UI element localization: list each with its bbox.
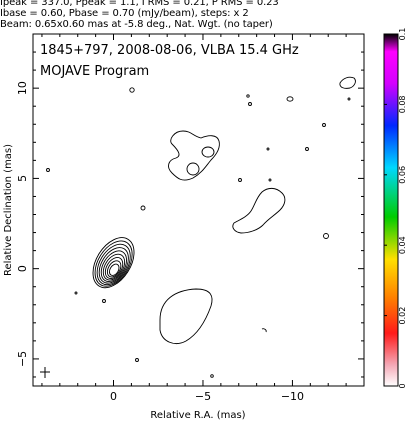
noise-contour xyxy=(210,374,214,378)
knot-far-north-contour xyxy=(339,76,356,89)
x-axis-tick-labels: 0 −5 −10 xyxy=(110,390,304,403)
x-tick-label: 0 xyxy=(110,390,117,403)
noise-contour xyxy=(323,233,329,239)
noise-contour xyxy=(46,168,50,172)
y-tick-label: −5 xyxy=(16,351,29,367)
noise-contour xyxy=(248,102,252,106)
noise-contour xyxy=(305,147,309,151)
colorbar xyxy=(383,33,399,387)
plot-frame xyxy=(32,33,365,387)
header-beam-line: Beam: 0.65x0.60 mas at -5.8 deg., Nat. W… xyxy=(0,19,273,30)
noise-contour xyxy=(140,205,146,211)
core-contours xyxy=(92,237,135,289)
noise-contour xyxy=(322,123,326,127)
core-contour-level xyxy=(104,257,124,279)
noise-contour xyxy=(261,328,267,333)
contour-layer xyxy=(46,76,356,378)
noise-contour xyxy=(238,178,242,182)
noise-contour xyxy=(102,299,106,303)
noise-contour xyxy=(347,97,351,101)
core-contour-level xyxy=(92,237,135,289)
knot-east-contour xyxy=(232,187,286,234)
core-contour-level xyxy=(94,240,133,287)
noise-contour xyxy=(74,291,78,295)
noise-contour xyxy=(246,94,250,98)
header-peak-line: Ipeak = 337.0, Ppeak = 1.1, I RMS = 0.21… xyxy=(0,0,279,8)
colorbar-tick-label: 0.06 xyxy=(398,166,407,184)
beam-marker xyxy=(40,367,50,378)
y-tick-label: 5 xyxy=(16,175,29,182)
y-axis-tick-labels: −5 0 5 10 xyxy=(16,81,29,367)
colorbar-tick-label: 0.04 xyxy=(398,236,407,254)
colorbar-ticks: 0 0.02 0.04 0.06 0.08 0.1 xyxy=(384,28,407,389)
colorbar-tick-label: 0.08 xyxy=(398,95,407,113)
y-axis-ticks xyxy=(33,33,364,378)
x-axis-ticks xyxy=(41,34,365,386)
x-tick-label: −10 xyxy=(281,390,304,403)
x-axis-label: Relative R.A. (mas) xyxy=(150,410,245,421)
colorbar-tick-label: 0 xyxy=(398,383,407,388)
y-axis-label: Relative Declination (mas) xyxy=(3,144,14,276)
header-base-line: Ibase = 0.60, Pbase = 0.70 (mJy/beam), s… xyxy=(0,8,249,19)
noise-contour xyxy=(129,87,135,93)
colorbar-tick-label: 0.1 xyxy=(398,28,407,41)
y-tick-label: 10 xyxy=(16,81,29,95)
noise-contour xyxy=(286,96,294,102)
chart-subtitle: MOJAVE Program xyxy=(40,64,149,79)
core-contour-level xyxy=(96,243,131,286)
knot-north-inner-contour xyxy=(186,162,200,176)
noise-contour xyxy=(266,147,270,151)
core-contour-level xyxy=(108,263,120,276)
core-contour-level xyxy=(102,253,126,281)
y-tick-label: 0 xyxy=(16,265,29,272)
core-contour-level xyxy=(98,247,129,284)
jet-lobe-south-contour xyxy=(159,288,213,344)
colorbar-tick-label: 0.02 xyxy=(398,307,407,325)
x-tick-label: −5 xyxy=(195,390,211,403)
chart-title: 1845+797, 2008-08-06, VLBA 15.4 GHz xyxy=(40,43,299,58)
knot-north-inner-contour-2 xyxy=(201,146,215,158)
noise-contour xyxy=(135,358,139,362)
knot-north-outer-contour xyxy=(168,130,220,181)
core-contour-level xyxy=(106,260,122,278)
noise-contour xyxy=(268,178,272,182)
core-contour-level xyxy=(100,250,127,283)
